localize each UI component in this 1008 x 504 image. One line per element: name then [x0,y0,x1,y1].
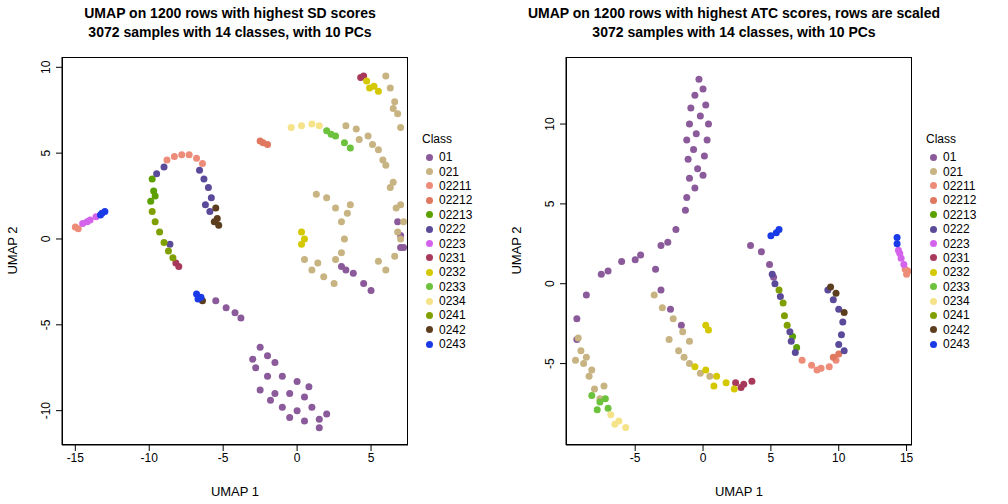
html-text:0232: 0232 [943,265,970,280]
svg-text:5: 5 [543,200,557,207]
html-text:0222: 0222 [439,222,466,237]
html-text:3072 samples with 14 classes,: 3072 samples with 14 classes, with 10 PC… [88,24,372,40]
html-text:UMAP on 1200 rows with highest: UMAP on 1200 rows with highest SD scores [84,5,376,21]
svg-text:-5: -5 [218,451,229,465]
svg-text:5: 5 [39,149,53,156]
html-text:UMAP 2: UMAP 2 [4,226,20,275]
svg-text:10: 10 [832,451,846,465]
html-text:01: 01 [943,150,957,165]
svg-text:10: 10 [39,60,53,74]
svg-text:0: 0 [294,451,301,465]
svg-text:5: 5 [368,451,375,465]
html-text:021: 021 [943,164,963,179]
html-text:0234: 0234 [943,294,970,309]
html-text:0242: 0242 [943,322,970,337]
html-text:Class: Class [422,132,452,146]
svg-text:0: 0 [543,280,557,287]
html-text:0231: 0231 [439,250,466,265]
html-text:02213: 02213 [439,207,473,222]
html-text:UMAP on 1200 rows with highest: UMAP on 1200 rows with highest ATC score… [528,5,940,21]
svg-text:15: 15 [900,451,914,465]
html-text:UMAP 1: UMAP 1 [714,484,764,499]
html-text:Class: Class [926,132,956,146]
svg-text:0: 0 [700,451,707,465]
html-text:3072 samples with 14 classes,: 3072 samples with 14 classes, with 10 PC… [592,24,876,40]
html-text:0223: 0223 [943,236,970,251]
html-text:0243: 0243 [439,337,466,352]
svg-text:-5: -5 [39,319,53,330]
html-text:0223: 0223 [439,236,466,251]
html-text:0231: 0231 [943,250,970,265]
svg-text:0: 0 [39,235,53,242]
html-text:0241: 0241 [943,308,970,323]
html-text:02212: 02212 [943,193,977,208]
html-text:02213: 02213 [943,207,977,222]
svg-text:-10: -10 [39,402,53,420]
html-text:01: 01 [439,150,453,165]
html-text:0222: 0222 [943,222,970,237]
svg-text:5: 5 [768,451,775,465]
html-text:0233: 0233 [943,279,970,294]
svg-text:-5: -5 [630,451,641,465]
svg-text:-5: -5 [543,358,557,369]
html-text:0241: 0241 [439,308,466,323]
html-text:0242: 0242 [439,322,466,337]
html-text:02212: 02212 [439,193,473,208]
html-text:021: 021 [439,164,459,179]
svg-text:-10: -10 [141,451,159,465]
html-text:0243: 0243 [943,337,970,352]
html-text:0234: 0234 [439,294,466,309]
html-text:UMAP 2: UMAP 2 [508,226,524,275]
html-text:0232: 0232 [439,265,466,280]
svg-text:-15: -15 [67,451,85,465]
html-text:02211: 02211 [439,179,472,193]
html-text:0233: 0233 [439,279,466,294]
html-text:02211: 02211 [943,179,976,193]
html-text:UMAP 1: UMAP 1 [210,484,260,499]
svg-text:10: 10 [543,117,557,131]
